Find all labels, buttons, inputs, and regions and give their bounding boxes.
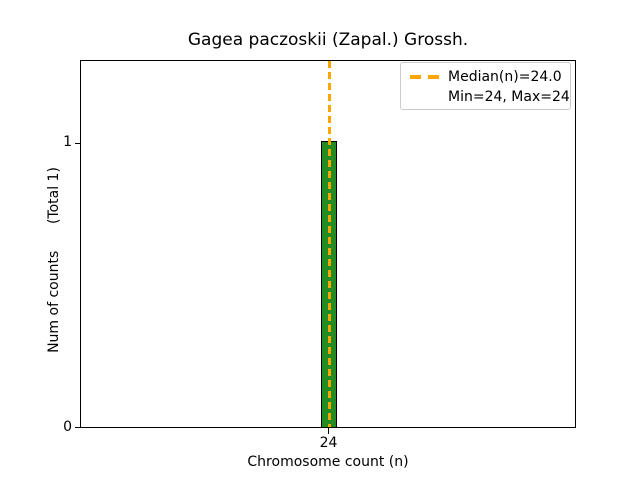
y-tick-mark-1 (74, 142, 80, 144)
y-tick-label-1: 1 (63, 134, 72, 150)
chart-title: Gagea paczoskii (Zapal.) Grossh. (187, 30, 469, 50)
x-axis-label: Chromosome count (n) (247, 454, 409, 470)
dashed-line-icon (410, 75, 440, 79)
y-tick-mark-0 (74, 426, 80, 428)
x-tick-mark-24 (327, 428, 329, 434)
legend-entry-minmax: Min=24, Max=24 (410, 87, 570, 107)
y-axis-label-text: Num of counts (Total 1) (45, 167, 62, 353)
plot-area (80, 60, 576, 428)
legend-label-minmax: Min=24, Max=24 (448, 89, 570, 105)
legend: Median(n)=24.0 Min=24, Max=24 (400, 62, 571, 110)
x-tick-label-24: 24 (319, 435, 338, 451)
y-tick-label-0: 0 (63, 419, 72, 435)
median-dashed-line (327, 61, 331, 427)
legend-entry-median: Median(n)=24.0 (410, 67, 562, 87)
legend-label-median: Median(n)=24.0 (448, 69, 562, 85)
